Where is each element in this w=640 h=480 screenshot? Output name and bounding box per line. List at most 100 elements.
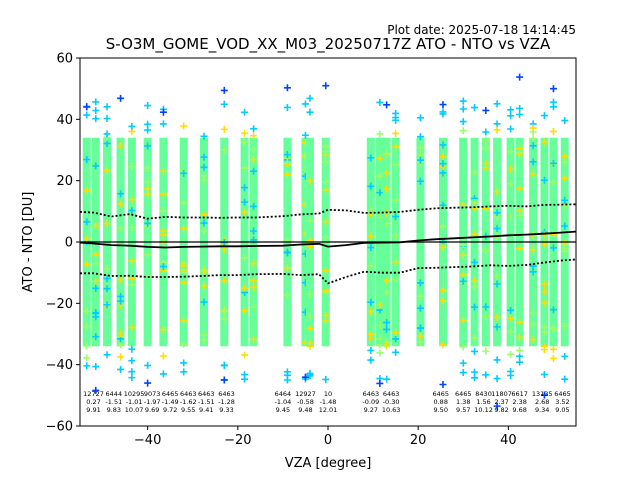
- data-point: [367, 182, 375, 190]
- data-point: [283, 249, 291, 257]
- data-point: [367, 262, 375, 270]
- y-axis-label: ATO - NTO [DU]: [21, 192, 36, 293]
- data-point: [103, 301, 111, 309]
- data-point: [561, 174, 569, 182]
- data-point: [92, 284, 100, 292]
- data-point: [250, 202, 258, 210]
- data-point: [322, 266, 330, 274]
- data-point: [471, 334, 479, 342]
- bin-sd-label: 9.05: [555, 406, 569, 414]
- data-point: [439, 341, 447, 349]
- bin-count-label: 6465: [432, 390, 449, 398]
- data-point: [439, 153, 447, 161]
- statistic-lines: [79, 203, 577, 285]
- data-point: [549, 127, 557, 135]
- data-point: [549, 354, 557, 362]
- bin-count-label: 11807: [491, 390, 512, 398]
- data-point: [92, 363, 100, 371]
- data-point: [200, 132, 208, 140]
- bin-count-label: 6464: [275, 390, 292, 398]
- data-point: [180, 169, 188, 177]
- bin-mean-label: -1.01: [126, 398, 143, 406]
- bin-statistics: 127270.279.916444-1.519.8310295-1.0110.0…: [83, 390, 571, 414]
- x-tick-label: −40: [134, 433, 161, 448]
- data-point: [180, 268, 188, 276]
- data-point: [471, 258, 479, 266]
- data-point: [516, 73, 524, 81]
- data-point: [416, 338, 424, 346]
- data-point: [367, 244, 375, 252]
- data-point: [376, 154, 384, 162]
- data-point: [250, 335, 258, 343]
- data-point: [159, 167, 167, 175]
- data-point: [376, 335, 384, 343]
- data-point: [439, 223, 447, 231]
- bin-mean-label: 2.37: [494, 398, 508, 406]
- bin-sd-label: 9.27: [364, 406, 378, 414]
- data-point: [367, 154, 375, 162]
- data-point: [459, 118, 467, 126]
- data-point: [416, 332, 424, 340]
- data-point: [117, 353, 125, 361]
- y-tick-label: −40: [46, 358, 73, 373]
- bin-sd-label: 12.01: [319, 406, 338, 414]
- x-tick-label: 40: [500, 433, 517, 448]
- data-point: [200, 268, 208, 276]
- bin-sd-label: 9.83: [107, 406, 121, 414]
- data-point: [367, 298, 375, 306]
- data-point: [459, 241, 467, 249]
- data-point: [128, 281, 136, 289]
- data-point: [301, 100, 309, 108]
- data-point: [383, 319, 391, 327]
- y-tick-label: 20: [56, 174, 73, 189]
- data-point: [383, 288, 391, 296]
- data-point: [200, 219, 208, 227]
- data-point: [459, 343, 467, 351]
- bin-count-label: 6463: [218, 390, 235, 398]
- data-point: [439, 297, 447, 305]
- data-point: [507, 306, 515, 314]
- data-point: [529, 142, 537, 150]
- data-point: [306, 217, 314, 225]
- data-point: [516, 358, 524, 366]
- data-point: [416, 279, 424, 287]
- data-point: [241, 129, 249, 137]
- data-point: [507, 314, 515, 322]
- bin-sd-label: 9.55: [181, 406, 195, 414]
- data-point: [529, 336, 537, 344]
- data-point: [250, 283, 258, 291]
- data-point: [516, 104, 524, 112]
- data-point: [180, 368, 188, 376]
- data-point: [392, 161, 400, 169]
- data-point: [117, 276, 125, 284]
- data-point: [103, 115, 111, 123]
- data-point: [241, 198, 249, 206]
- bin-count-label: 6465: [162, 390, 179, 398]
- data-point: [516, 185, 524, 193]
- data-point: [459, 251, 467, 259]
- bin-mean-label: -1.51: [105, 398, 122, 406]
- data-point: [507, 148, 515, 156]
- data-point: [392, 114, 400, 122]
- data-point: [144, 379, 152, 387]
- data-point: [392, 348, 400, 356]
- data-point: [529, 246, 537, 254]
- data-point: [241, 351, 249, 359]
- data-point: [529, 309, 537, 317]
- data-point: [416, 133, 424, 141]
- data-point: [103, 285, 111, 293]
- data-point: [540, 231, 548, 239]
- data-point: [322, 158, 330, 166]
- data-point: [301, 373, 309, 381]
- bin-sd-label: 9.48: [298, 406, 312, 414]
- data-point: [561, 152, 569, 160]
- x-tick-label: 20: [410, 433, 427, 448]
- data-point: [128, 357, 136, 365]
- data-point: [507, 165, 515, 173]
- mean-line: [79, 230, 577, 249]
- data-point: [220, 308, 228, 316]
- bin-count-label: 6465: [455, 390, 472, 398]
- data-point: [306, 94, 314, 102]
- data-point: [117, 330, 125, 338]
